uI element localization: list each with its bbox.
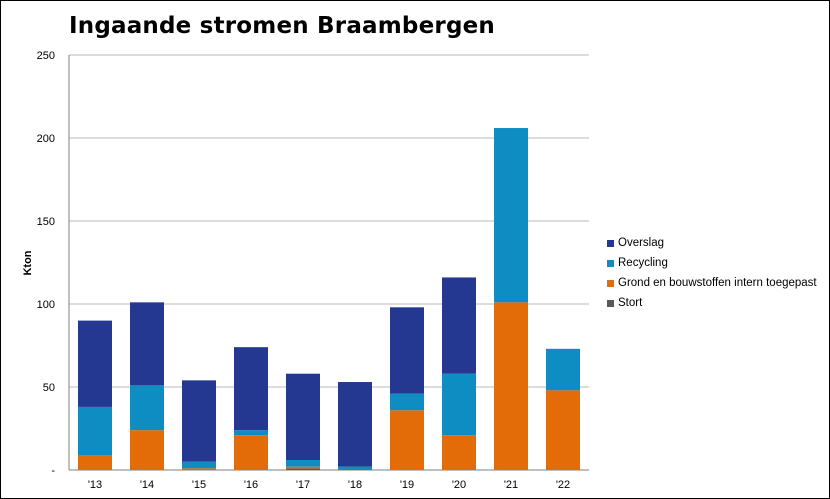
bar-segment	[286, 373, 320, 461]
bar-segment	[234, 347, 268, 431]
bar-segment	[286, 460, 320, 467]
bar-segment	[442, 277, 476, 374]
bar-segment	[390, 307, 424, 394]
y-tick-label: 50	[43, 382, 55, 394]
legend-swatch	[607, 299, 614, 307]
x-tick-label: '21	[504, 479, 518, 491]
bar-segment	[182, 380, 216, 462]
bar-segment	[130, 385, 164, 431]
legend-swatch	[607, 239, 614, 247]
legend-item: Grond en bouwstoffen intern toegepast	[607, 273, 817, 293]
chart-title: Ingaande stromen Braambergen	[69, 13, 495, 39]
bar-segment	[78, 406, 112, 456]
bar-segment	[390, 393, 424, 411]
y-tick-label: 250	[37, 50, 55, 62]
bar-segment	[130, 302, 164, 386]
y-tick-label: 200	[37, 133, 55, 145]
bar-segment	[338, 382, 372, 467]
y-axis-label: Kton	[22, 250, 34, 275]
bar-segment	[234, 430, 268, 436]
x-tick-label: '18	[348, 479, 362, 491]
bar-segment	[390, 410, 424, 470]
x-tick-label: '17	[296, 479, 310, 491]
bar-segment	[494, 302, 528, 470]
bar-segment	[182, 468, 216, 470]
bar-segment	[182, 461, 216, 469]
legend-item: Stort	[607, 293, 817, 313]
bar-segment	[546, 390, 580, 470]
legend-swatch	[607, 279, 614, 287]
bar-segment	[286, 468, 320, 470]
bar-segment	[78, 320, 112, 407]
bar-segment	[78, 455, 112, 470]
x-tick-label: '22	[556, 479, 570, 491]
x-tick-label: '13	[88, 479, 102, 491]
bars	[78, 128, 580, 470]
bar-segment	[286, 466, 320, 469]
x-tick-label: '14	[140, 479, 154, 491]
legend-label: Stort	[618, 297, 643, 309]
x-axis-ticks: '13 '14 '15 '16 '17 '18 '19 '20 '21 '22	[88, 479, 570, 491]
legend-label: Recycling	[618, 257, 668, 269]
legend: Overslag Recycling Grond en bouwstoffen in…	[607, 233, 817, 313]
y-tick-label: 150	[37, 216, 55, 228]
legend-label: Grond en bouwstoffen intern toegepast	[618, 277, 817, 289]
y-tick-label: -	[51, 465, 55, 477]
bar-segment	[338, 466, 372, 470]
y-tick-label: 100	[37, 299, 55, 311]
x-tick-label: '19	[400, 479, 414, 491]
x-tick-label: '16	[244, 479, 258, 491]
y-axis-ticks: - 50 100 150 200 250	[37, 50, 56, 477]
bar-segment	[234, 435, 268, 470]
x-tick-label: '20	[452, 479, 466, 491]
bar-segment	[546, 348, 580, 391]
x-tick-label: '15	[192, 479, 206, 491]
legend-label: Overslag	[618, 237, 665, 249]
legend-item: Recycling	[607, 253, 817, 273]
bar-segment	[442, 435, 476, 470]
bar-segment	[130, 430, 164, 470]
bar-segment	[442, 373, 476, 436]
legend-item: Overslag	[607, 233, 817, 253]
legend-swatch	[607, 259, 614, 267]
bar-segment	[494, 128, 528, 303]
